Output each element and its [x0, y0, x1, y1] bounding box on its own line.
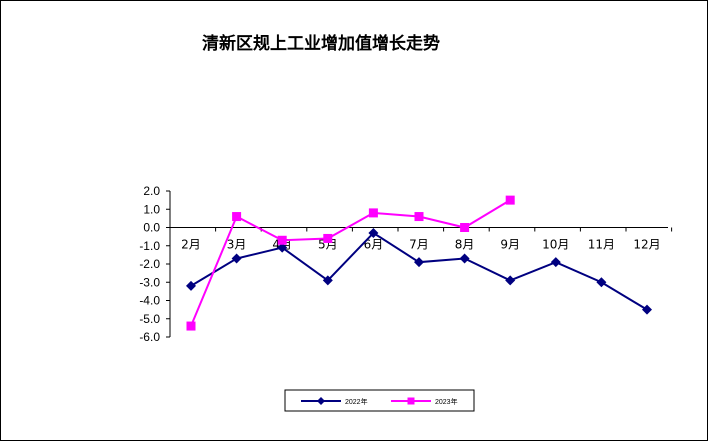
legend-box [284, 389, 475, 412]
data-point [368, 227, 379, 238]
y-tick-label: 2.0 [143, 184, 160, 198]
data-point [642, 304, 652, 315]
data-point [460, 223, 470, 232]
series-layer [186, 195, 652, 331]
data-point [277, 235, 287, 245]
chart-title: 清新区规上工业增加值增长走势 [202, 33, 440, 54]
y-tick-label: -3.0 [139, 275, 160, 289]
x-tick-label: 3月 [227, 238, 247, 252]
y-tick-label: -6.0 [139, 330, 160, 344]
x-tick-label: 6月 [364, 238, 384, 252]
x-tick-label: 12月 [633, 238, 660, 252]
x-tick-label: 11月 [588, 238, 615, 252]
x-tick-label: 5月 [318, 238, 338, 252]
x-tick-label: 10月 [542, 238, 569, 252]
series-1 [186, 195, 515, 331]
legend-marker [407, 397, 415, 405]
data-point [322, 275, 333, 286]
legend: 2022年 2023年 [284, 389, 475, 412]
data-point [231, 253, 242, 264]
y-tick-label: 0.0 [143, 221, 160, 235]
x-tick-label: 7月 [409, 238, 429, 252]
data-point [550, 257, 561, 268]
data-point [596, 277, 607, 288]
data-point [505, 195, 515, 205]
y-tick-label: -5.0 [139, 312, 160, 326]
y-tick-label: -4.0 [139, 294, 160, 308]
series-line [190, 199, 511, 327]
data-point [414, 212, 424, 222]
axes: 2.01.00.0-1.0-2.0-3.0-4.0-5.0-6.02月3月4月5… [139, 184, 673, 344]
data-point [323, 233, 333, 243]
y-tick-label: -1.0 [139, 239, 160, 253]
x-tick-label: 2月 [181, 238, 201, 252]
data-point [186, 321, 196, 331]
x-tick-label: 9月 [500, 238, 520, 252]
series-0 [186, 227, 652, 315]
legend-label: 2023年 [435, 397, 458, 406]
legend-label: 2022年 [345, 397, 368, 406]
data-point [368, 208, 378, 218]
y-tick-label: 1.0 [143, 202, 160, 216]
data-point [414, 257, 424, 268]
legend-marker [317, 397, 325, 405]
y-tick-label: -2.0 [139, 257, 160, 271]
x-tick-label: 8月 [455, 238, 475, 252]
data-point [505, 275, 516, 286]
data-point [459, 253, 470, 264]
data-point [277, 242, 288, 253]
data-point [232, 212, 242, 222]
data-point [186, 280, 196, 291]
